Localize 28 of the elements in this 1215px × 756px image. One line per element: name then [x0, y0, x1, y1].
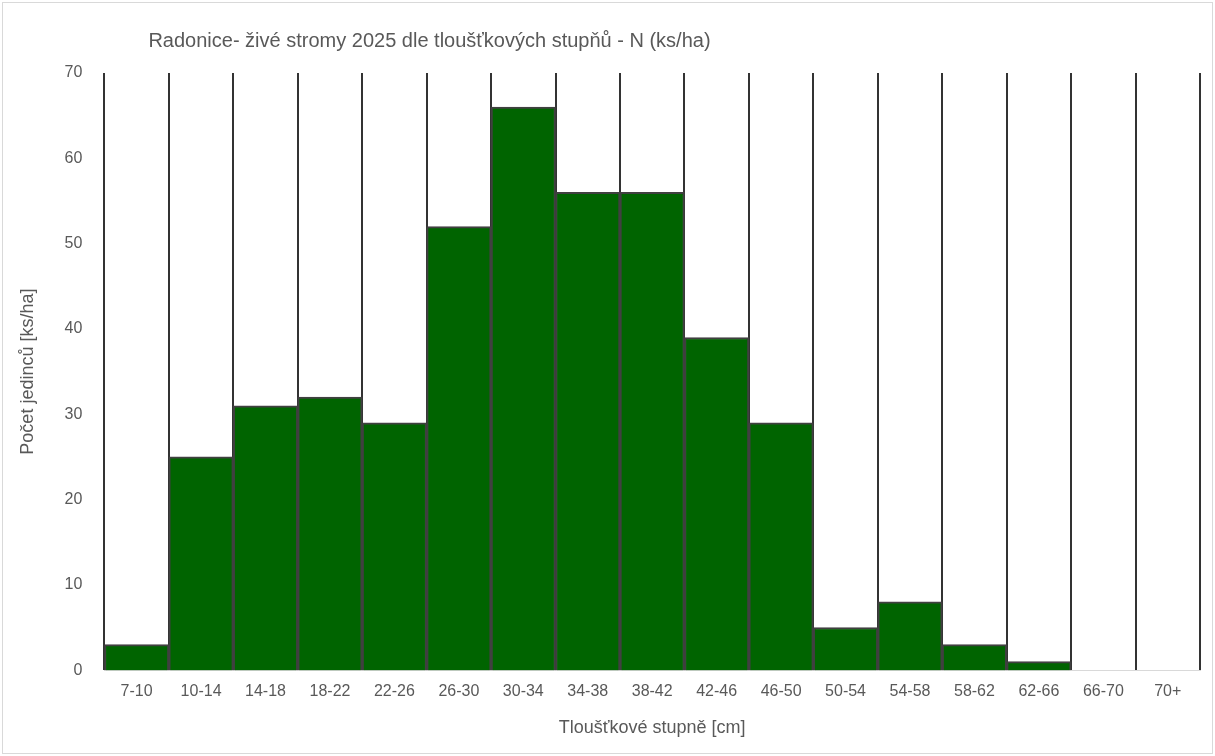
x-tick-label: 58-62 [953, 682, 995, 700]
chart-title: Radonice- živé stromy 2025 dle tloušťkových stupňů - N (ks/ha) [148, 28, 711, 51]
y-tick-label: 60 [64, 148, 83, 166]
x-tick-label: 7-10 [120, 682, 153, 700]
y-tick-label: 50 [64, 234, 83, 252]
x-axis-title: Tloušťkové stupně [cm] [558, 717, 746, 738]
x-tick-label: 42-46 [696, 682, 738, 700]
x-tick-label: 22-26 [373, 682, 415, 700]
x-tick-label: 26-30 [438, 682, 480, 700]
y-tick-label: 10 [64, 575, 83, 593]
x-tick-label: 30-34 [502, 682, 544, 700]
y-tick-label: 40 [64, 319, 83, 337]
x-tick-label: 62-66 [1018, 682, 1060, 700]
y-tick-label: 30 [64, 404, 83, 422]
x-tick-label: 38-42 [631, 682, 673, 700]
x-tick-label: 10-14 [180, 682, 222, 700]
x-tick-label: 18-22 [309, 682, 351, 700]
y-tick-label: 0 [73, 660, 83, 678]
x-tick-label: 66-70 [1082, 682, 1124, 700]
x-tick-label: 50-54 [825, 682, 867, 700]
y-tick-label: 20 [64, 489, 83, 507]
x-tick-label: 54-58 [889, 682, 931, 700]
y-axis-title: Počet jedinců [ks/ha] [16, 288, 37, 455]
x-tick-label: 34-38 [567, 682, 609, 700]
x-tick-label: 46-50 [760, 682, 802, 700]
x-tick-label: 14-18 [245, 682, 287, 700]
y-tick-label: 70 [64, 63, 83, 81]
x-tick-label: 70+ [1154, 682, 1182, 700]
